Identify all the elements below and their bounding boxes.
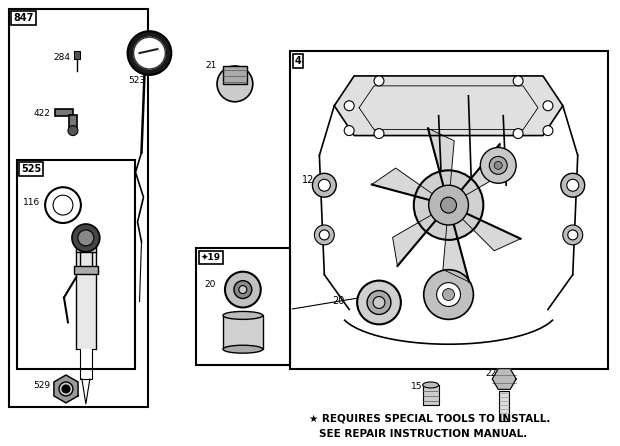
Circle shape — [436, 283, 461, 306]
Bar — [223, 315, 263, 349]
Polygon shape — [492, 369, 516, 389]
Circle shape — [374, 76, 384, 86]
Text: ★ REQUIRES SPECIAL TOOLS TO INSTALL.: ★ REQUIRES SPECIAL TOOLS TO INSTALL. — [309, 414, 551, 424]
Circle shape — [414, 170, 484, 240]
Circle shape — [357, 281, 401, 324]
Circle shape — [374, 128, 384, 139]
Ellipse shape — [223, 311, 263, 319]
Circle shape — [53, 195, 73, 215]
Bar — [69, 115, 77, 128]
Circle shape — [234, 281, 252, 298]
Circle shape — [312, 173, 336, 197]
Text: 4: 4 — [294, 56, 301, 66]
Text: 422: 422 — [33, 109, 50, 118]
Polygon shape — [392, 205, 448, 266]
Circle shape — [480, 148, 516, 183]
Circle shape — [314, 225, 334, 245]
Polygon shape — [428, 128, 454, 205]
Bar — [9, 9, 148, 407]
Circle shape — [543, 101, 553, 111]
Polygon shape — [54, 375, 78, 403]
Circle shape — [72, 224, 100, 252]
Circle shape — [489, 157, 507, 174]
Text: 12: 12 — [301, 175, 314, 185]
Circle shape — [568, 230, 578, 240]
Circle shape — [217, 66, 253, 102]
Circle shape — [239, 285, 247, 293]
Circle shape — [319, 230, 329, 240]
Polygon shape — [334, 76, 563, 136]
Bar — [55, 109, 73, 116]
Text: 525: 525 — [21, 165, 42, 174]
Circle shape — [68, 126, 78, 136]
Circle shape — [513, 128, 523, 139]
Circle shape — [59, 382, 73, 396]
Ellipse shape — [223, 345, 263, 353]
Bar — [74, 51, 80, 59]
Polygon shape — [443, 205, 469, 282]
Text: 15: 15 — [411, 382, 422, 391]
Circle shape — [563, 225, 583, 245]
Circle shape — [319, 179, 330, 191]
Circle shape — [78, 230, 94, 246]
Circle shape — [561, 173, 585, 197]
Bar — [196, 248, 290, 365]
Text: 116: 116 — [24, 198, 40, 207]
Circle shape — [344, 101, 354, 111]
Circle shape — [423, 270, 474, 319]
Ellipse shape — [423, 382, 438, 388]
Circle shape — [367, 291, 391, 314]
Text: 847: 847 — [13, 13, 33, 23]
Bar — [74, 266, 98, 274]
Circle shape — [443, 289, 454, 301]
Circle shape — [62, 385, 70, 393]
Text: ✦19: ✦19 — [201, 253, 221, 262]
Text: 20: 20 — [204, 280, 216, 289]
Text: 523: 523 — [128, 76, 146, 85]
Circle shape — [344, 126, 354, 136]
Polygon shape — [319, 106, 578, 344]
Circle shape — [543, 126, 553, 136]
Bar — [17, 161, 135, 369]
Bar — [423, 385, 438, 405]
Text: 20: 20 — [332, 296, 345, 306]
Polygon shape — [372, 168, 448, 205]
Text: SEE REPAIR INSTRUCTION MANUAL.: SEE REPAIR INSTRUCTION MANUAL. — [319, 429, 528, 439]
Polygon shape — [448, 144, 505, 205]
Circle shape — [128, 31, 171, 75]
Circle shape — [513, 76, 523, 86]
Circle shape — [373, 297, 385, 309]
Text: 21: 21 — [205, 61, 216, 70]
Circle shape — [133, 37, 166, 69]
Text: eReplacementParts.com: eReplacementParts.com — [309, 265, 446, 275]
Circle shape — [225, 272, 261, 307]
Bar — [290, 51, 608, 369]
Circle shape — [494, 161, 502, 169]
Circle shape — [441, 197, 456, 213]
Text: 22: 22 — [485, 369, 497, 378]
Text: 284: 284 — [53, 53, 70, 62]
Bar — [223, 66, 247, 84]
Text: 529: 529 — [33, 381, 50, 390]
Circle shape — [133, 37, 166, 69]
Circle shape — [428, 185, 469, 225]
Bar — [499, 391, 509, 421]
Circle shape — [567, 179, 578, 191]
Circle shape — [45, 187, 81, 223]
Polygon shape — [448, 205, 521, 251]
Bar — [76, 240, 96, 349]
